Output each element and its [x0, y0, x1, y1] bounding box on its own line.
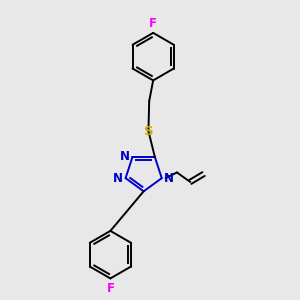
Text: F: F: [149, 17, 157, 30]
Text: N: N: [120, 150, 130, 163]
Text: N: N: [113, 172, 123, 185]
Text: S: S: [144, 124, 153, 138]
Text: N: N: [164, 172, 174, 185]
Text: F: F: [106, 282, 114, 295]
